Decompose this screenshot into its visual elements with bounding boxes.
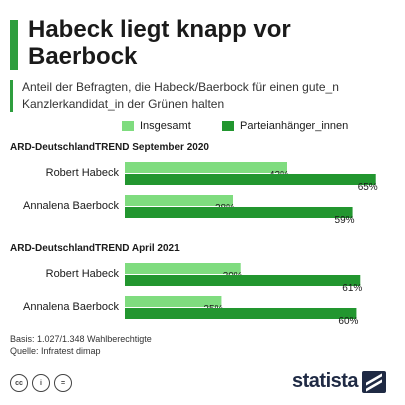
category-label: Robert Habeck xyxy=(46,167,120,179)
value-label: 60% xyxy=(338,316,358,327)
source-note: Basis: 1.027/1.348 Wahlberechtigte Quell… xyxy=(10,333,152,357)
bar xyxy=(125,296,222,307)
by-icon[interactable]: i xyxy=(32,374,50,392)
bar xyxy=(125,162,287,173)
cc-icon[interactable]: cc xyxy=(10,374,28,392)
source-basis: Basis: 1.027/1.348 Wahlberechtigte xyxy=(10,334,152,344)
title-accent-bar xyxy=(10,20,18,70)
source-quelle: Quelle: Infratest dimap xyxy=(10,346,101,356)
chart-subtitle: Anteil der Befragten, die Habeck/Baerboc… xyxy=(22,80,339,111)
legend-swatch-insgesamt xyxy=(122,121,134,131)
logo-text: statista xyxy=(292,370,359,392)
legend-item-parteianhaenger: Parteianhänger_innen xyxy=(222,119,348,133)
legend-item-insgesamt: Insgesamt xyxy=(122,119,191,133)
bar xyxy=(125,207,353,218)
bar xyxy=(125,308,357,319)
category-label: Annalena Baerbock xyxy=(23,301,120,313)
legend-swatch-parteianhaenger xyxy=(222,121,234,131)
group-label: ARD-DeutschlandTREND April 2021 xyxy=(10,243,180,254)
value-label: 61% xyxy=(342,283,362,294)
category-label: Annalena Baerbock xyxy=(23,200,120,212)
subtitle-accent-bar xyxy=(10,80,13,112)
group-label: ARD-DeutschlandTREND September 2020 xyxy=(10,142,209,153)
value-label: 65% xyxy=(358,182,378,193)
legend-label-parteianhaenger: Parteianhänger_innen xyxy=(240,120,349,132)
bar xyxy=(125,195,233,206)
statista-logo-icon xyxy=(362,370,387,393)
bar xyxy=(125,263,241,274)
value-label: 59% xyxy=(335,215,355,226)
bar xyxy=(125,275,361,286)
nd-icon[interactable]: = xyxy=(54,374,72,392)
legend-label-insgesamt: Insgesamt xyxy=(140,120,191,132)
legend: Insgesamt Parteianhänger_innen xyxy=(0,119,405,133)
category-label: Robert Habeck xyxy=(46,268,120,280)
bar xyxy=(125,174,376,185)
license-icons: cc i = xyxy=(10,374,72,392)
statista-logo[interactable]: statista xyxy=(292,370,387,393)
bar-chart: ARD-DeutschlandTREND September 2020 Rober… xyxy=(10,142,378,327)
chart-title: Habeck liegt knapp vor Baerbock xyxy=(28,16,291,70)
